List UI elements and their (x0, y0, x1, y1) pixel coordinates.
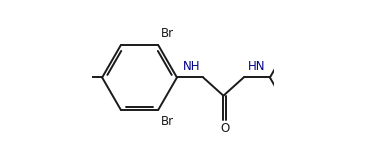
Text: Br: Br (161, 115, 174, 128)
Text: HN: HN (248, 60, 265, 73)
Text: NH: NH (183, 60, 201, 73)
Text: Br: Br (161, 27, 174, 40)
Text: O: O (220, 122, 230, 135)
